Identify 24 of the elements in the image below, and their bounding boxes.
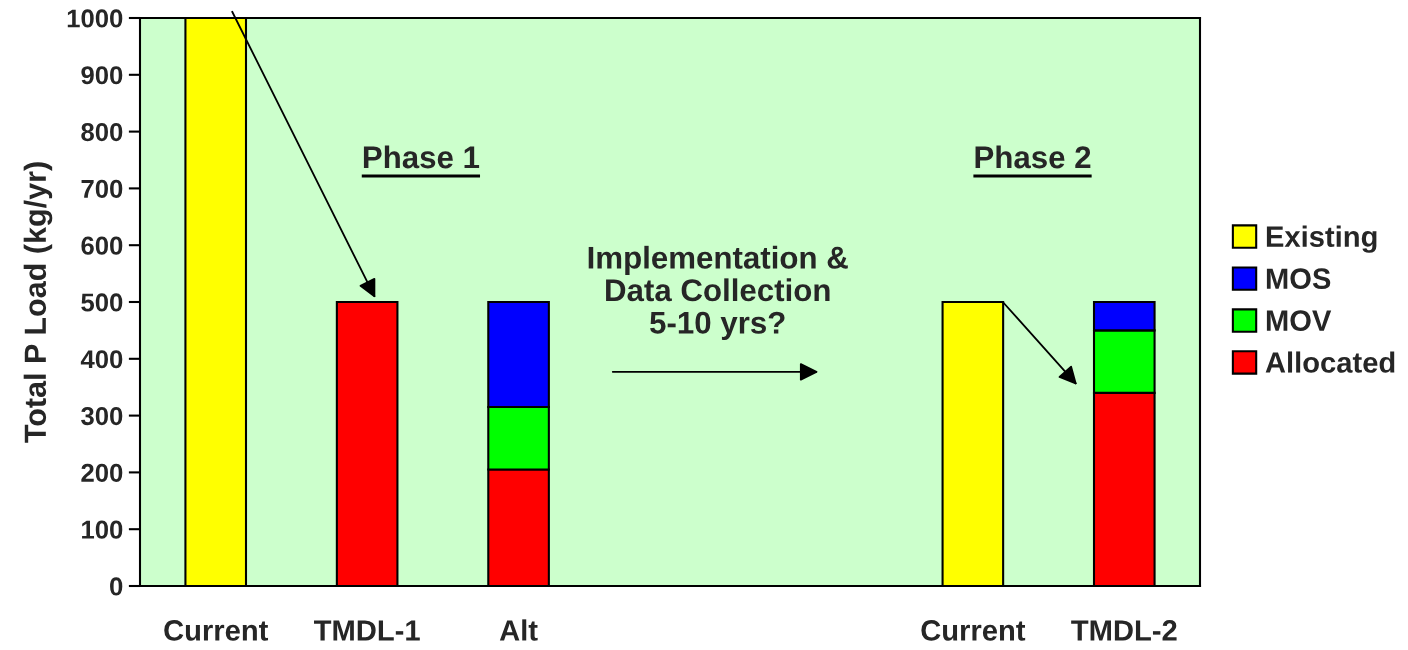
- annotation: Phase 1: [363, 145, 480, 169]
- x-tick-label: TMDL-1: [314, 620, 420, 641]
- y-tick-label: 800: [81, 122, 123, 142]
- annotation: Phase 2: [975, 145, 1091, 169]
- legend-label: MOS: [1266, 268, 1331, 290]
- annotation: Implementation & Data Collection 5-10 yrs?: [588, 245, 848, 341]
- y-tick-label: 600: [81, 236, 123, 255]
- legend-label: Allocated: [1265, 351, 1395, 373]
- x-tick-label: Current: [921, 620, 1026, 641]
- x-tick-label: Current: [164, 620, 269, 641]
- x-tick-label: Alt: [499, 619, 538, 641]
- y-tick-label: 900: [81, 66, 123, 85]
- y-tick-label: 500: [81, 293, 123, 312]
- y-axis-title: Total P Load (kg/yr): [23, 162, 53, 443]
- y-tick-label: 0: [110, 577, 123, 596]
- legend-label: MOV: [1266, 310, 1332, 331]
- y-tick-label: 700: [81, 179, 123, 198]
- y-tick-label: 1000: [67, 9, 123, 28]
- y-tick-label: 100: [82, 520, 123, 539]
- y-tick-label: 300: [81, 406, 123, 426]
- x-tick-label: TMDL-2: [1071, 620, 1177, 641]
- y-tick-label: 200: [81, 463, 123, 482]
- y-tick-label: 400: [80, 350, 123, 369]
- legend-label: Existing: [1266, 225, 1377, 253]
